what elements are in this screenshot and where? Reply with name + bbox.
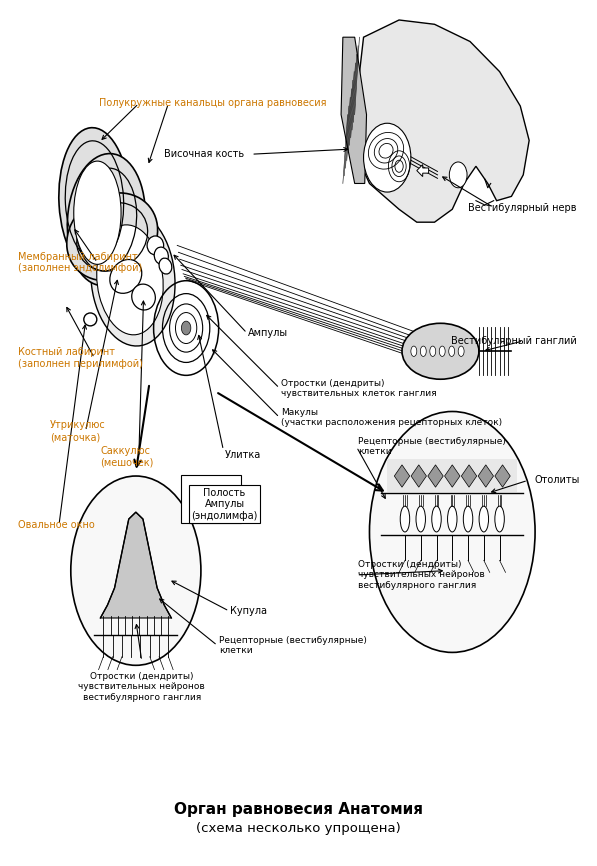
Ellipse shape bbox=[132, 284, 155, 310]
Ellipse shape bbox=[432, 506, 441, 532]
Circle shape bbox=[71, 476, 201, 665]
Text: Полукружные канальцы органа равновесия: Полукружные канальцы органа равновесия bbox=[99, 99, 327, 108]
Ellipse shape bbox=[416, 506, 426, 532]
Text: Макулы
(участки расположения рецепторных клеток): Макулы (участки расположения рецепторных… bbox=[281, 408, 502, 427]
Ellipse shape bbox=[400, 506, 410, 532]
Ellipse shape bbox=[430, 346, 436, 357]
Ellipse shape bbox=[91, 210, 175, 346]
Text: Рецепторные (вестибулярные)
клетки: Рецепторные (вестибулярные) клетки bbox=[219, 636, 367, 656]
Text: Отростки (дендриты)
чувствительных нейронов
вестибулярного ганглия: Отростки (дендриты) чувствительных нейро… bbox=[358, 560, 484, 590]
Text: Саккулюс
(мешочек): Саккулюс (мешочек) bbox=[100, 446, 154, 468]
Ellipse shape bbox=[154, 247, 168, 264]
FancyBboxPatch shape bbox=[181, 475, 241, 523]
Ellipse shape bbox=[458, 346, 464, 357]
Text: Ампулы: Ампулы bbox=[248, 328, 288, 339]
Polygon shape bbox=[495, 465, 510, 488]
Ellipse shape bbox=[67, 193, 158, 281]
Text: Орган равновесия Анатомия: Орган равновесия Анатомия bbox=[174, 803, 423, 818]
Text: Отростки (дендриты)
чувствительных клеток ганглия: Отростки (дендриты) чувствительных клето… bbox=[281, 378, 436, 398]
Ellipse shape bbox=[463, 506, 473, 532]
Text: Улитка: Улитка bbox=[224, 449, 261, 460]
Text: Костный лабиринт
(заполнен перилимфой): Костный лабиринт (заполнен перилимфой) bbox=[17, 347, 143, 369]
Text: Полость
Ампулы
(эндолимфа): Полость Ампулы (эндолимфа) bbox=[192, 488, 258, 521]
Text: Височная кость: Височная кость bbox=[164, 149, 244, 159]
Ellipse shape bbox=[479, 506, 488, 532]
Text: Купула: Купула bbox=[230, 606, 267, 616]
Ellipse shape bbox=[495, 506, 504, 532]
Ellipse shape bbox=[402, 323, 479, 379]
Polygon shape bbox=[411, 465, 426, 488]
Ellipse shape bbox=[59, 127, 130, 274]
Circle shape bbox=[181, 321, 191, 335]
Ellipse shape bbox=[110, 260, 141, 294]
Circle shape bbox=[450, 162, 467, 188]
Polygon shape bbox=[417, 165, 429, 177]
Ellipse shape bbox=[420, 346, 426, 357]
Polygon shape bbox=[387, 459, 518, 492]
Ellipse shape bbox=[449, 346, 455, 357]
Ellipse shape bbox=[84, 313, 97, 326]
Ellipse shape bbox=[159, 258, 172, 274]
Ellipse shape bbox=[147, 236, 164, 255]
Text: Вестибулярный нерв: Вестибулярный нерв bbox=[468, 203, 577, 212]
Ellipse shape bbox=[448, 506, 457, 532]
Polygon shape bbox=[341, 37, 367, 184]
Polygon shape bbox=[428, 465, 443, 488]
Polygon shape bbox=[461, 465, 477, 488]
Polygon shape bbox=[478, 465, 494, 488]
Ellipse shape bbox=[439, 346, 445, 357]
Circle shape bbox=[364, 123, 411, 192]
Ellipse shape bbox=[97, 225, 163, 335]
Polygon shape bbox=[394, 465, 410, 488]
Text: Мембранный лабиринт
(заполнен эндолимфой): Мембранный лабиринт (заполнен эндолимфой… bbox=[17, 252, 142, 274]
Ellipse shape bbox=[74, 161, 121, 264]
Text: Овальное окно: Овальное окно bbox=[17, 520, 94, 530]
Text: Вестибулярный ганглий: Вестибулярный ганглий bbox=[451, 336, 577, 346]
Text: Отолиты: Отолиты bbox=[534, 475, 580, 485]
Circle shape bbox=[370, 411, 535, 652]
Text: Утрикулюс
(маточка): Утрикулюс (маточка) bbox=[50, 421, 106, 442]
Polygon shape bbox=[100, 512, 171, 618]
Text: Отростки (дендриты)
чувствительных нейронов
вестибулярного ганглия: Отростки (дендриты) чувствительных нейро… bbox=[78, 672, 205, 701]
Text: (схема несколько упрощена): (схема несколько упрощена) bbox=[196, 823, 401, 836]
Ellipse shape bbox=[67, 153, 145, 286]
Polygon shape bbox=[355, 20, 529, 223]
Text: Рецепторные (вестибулярные)
клетки: Рецепторные (вестибулярные) клетки bbox=[358, 437, 506, 456]
Ellipse shape bbox=[411, 346, 417, 357]
Polygon shape bbox=[445, 465, 460, 488]
